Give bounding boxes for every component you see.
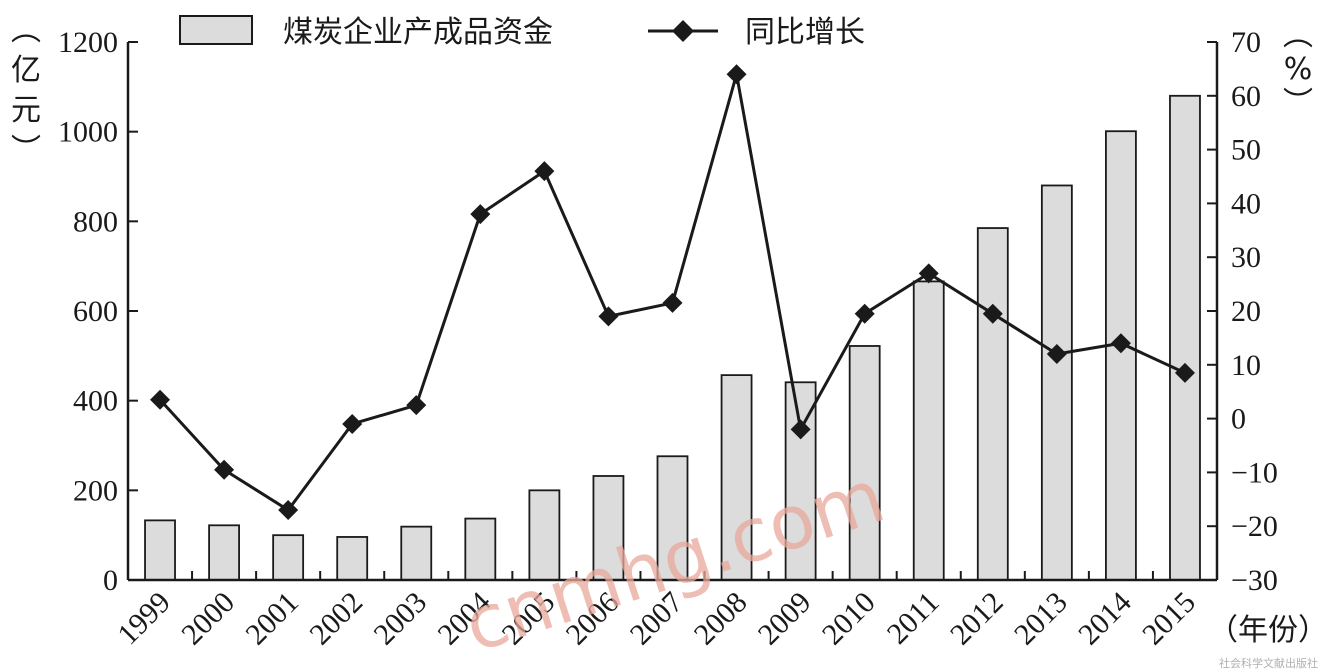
right-tick-label: −20 bbox=[1231, 510, 1278, 543]
bar-2013 bbox=[1040, 184, 1073, 581]
x-tick-label-1999: 1999 bbox=[111, 586, 177, 652]
left-tick-label: 600 bbox=[73, 295, 118, 328]
right-tick-label: 10 bbox=[1231, 349, 1261, 382]
growth-point-2012 bbox=[982, 303, 1003, 324]
x-tick-label-2003: 2003 bbox=[367, 586, 433, 652]
left-tick-label: 400 bbox=[73, 385, 118, 418]
bar-2012 bbox=[976, 227, 1009, 581]
growth-point-2008 bbox=[726, 64, 747, 85]
x-axis-unit-label: （年份） bbox=[1208, 613, 1327, 648]
right-tick-label: −30 bbox=[1231, 564, 1278, 597]
left-tick-label: 200 bbox=[73, 474, 118, 507]
bar-2010 bbox=[848, 345, 881, 581]
x-tick-label-2000: 2000 bbox=[175, 586, 241, 652]
left-tick-label: 1200 bbox=[58, 26, 118, 59]
left-axis-unit-label: ︵亿元︶ bbox=[11, 13, 41, 168]
right-tick-label: 50 bbox=[1231, 134, 1261, 167]
x-tick-label-2010: 2010 bbox=[816, 586, 882, 652]
x-tick-label-2013: 2013 bbox=[1008, 586, 1074, 652]
right-tick-label: 20 bbox=[1231, 295, 1261, 328]
bar-2003 bbox=[400, 525, 433, 581]
axes-group bbox=[126, 41, 1219, 582]
bar-2002 bbox=[336, 536, 369, 581]
right-axis-unit-label: ︵% ︶ bbox=[1283, 18, 1313, 121]
right-tick-label: 0 bbox=[1231, 403, 1246, 436]
x-tick-label-2002: 2002 bbox=[303, 586, 369, 652]
right-tick-label: 30 bbox=[1231, 241, 1261, 274]
left-tick-label: 800 bbox=[73, 205, 118, 238]
svg-text:︵亿元︶: ︵亿元︶ bbox=[11, 13, 41, 168]
legend-label-bar: 煤炭企业产成品资金 bbox=[283, 15, 553, 50]
growth-point-2007 bbox=[662, 292, 683, 313]
growth-point-2001 bbox=[278, 500, 299, 521]
growth-point-2011 bbox=[918, 263, 939, 284]
bar-2011 bbox=[912, 280, 945, 581]
x-tick-label-2001: 2001 bbox=[239, 586, 305, 652]
growth-point-2005 bbox=[534, 161, 555, 182]
legend-swatch-marker bbox=[672, 20, 694, 42]
bar-2001 bbox=[272, 534, 305, 581]
x-tick-label-2011: 2011 bbox=[881, 586, 946, 651]
right-tick-label: 70 bbox=[1231, 26, 1261, 59]
svg-text:︵%︶: ︵% ︶ bbox=[1283, 18, 1313, 121]
bar-series-group bbox=[144, 94, 1201, 581]
corner-credit: 社会科学文献出版社 bbox=[1219, 656, 1318, 670]
x-tick-label-2009: 2009 bbox=[752, 586, 818, 652]
growth-point-2003 bbox=[406, 395, 427, 416]
legend: 煤炭企业产成品资金 同比增长 bbox=[179, 15, 865, 50]
x-tick-label-2012: 2012 bbox=[944, 586, 1010, 652]
bar-1999 bbox=[144, 519, 176, 581]
growth-point-2002 bbox=[342, 413, 363, 434]
growth-point-2010 bbox=[854, 303, 875, 324]
growth-line bbox=[158, 72, 1186, 512]
x-tick-label-2014: 2014 bbox=[1072, 586, 1138, 652]
growth-point-2015 bbox=[1174, 362, 1195, 383]
growth-point-2014 bbox=[1110, 333, 1131, 354]
line-series-group bbox=[150, 64, 1195, 521]
growth-point-2009 bbox=[790, 419, 811, 440]
growth-point-2006 bbox=[598, 306, 619, 327]
growth-point-2013 bbox=[1046, 344, 1067, 365]
growth-point-2004 bbox=[470, 204, 491, 225]
x-tick-label-2015: 2015 bbox=[1136, 586, 1202, 652]
bar-2014 bbox=[1105, 130, 1137, 581]
bar-2015 bbox=[1169, 94, 1201, 581]
growth-point-1999 bbox=[150, 389, 171, 410]
left-tick-label: 1000 bbox=[58, 116, 118, 149]
bar-2008 bbox=[720, 374, 753, 581]
legend-swatch-bar bbox=[179, 15, 253, 45]
legend-label-line: 同比增长 bbox=[745, 15, 865, 50]
right-tick-label: −10 bbox=[1231, 456, 1278, 489]
bar-2000 bbox=[208, 524, 240, 581]
left-tick-label: 0 bbox=[103, 564, 118, 597]
bar-2004 bbox=[464, 517, 497, 581]
right-tick-label: 60 bbox=[1231, 80, 1261, 113]
right-tick-label: 40 bbox=[1231, 187, 1261, 220]
growth-point-2000 bbox=[214, 459, 235, 480]
